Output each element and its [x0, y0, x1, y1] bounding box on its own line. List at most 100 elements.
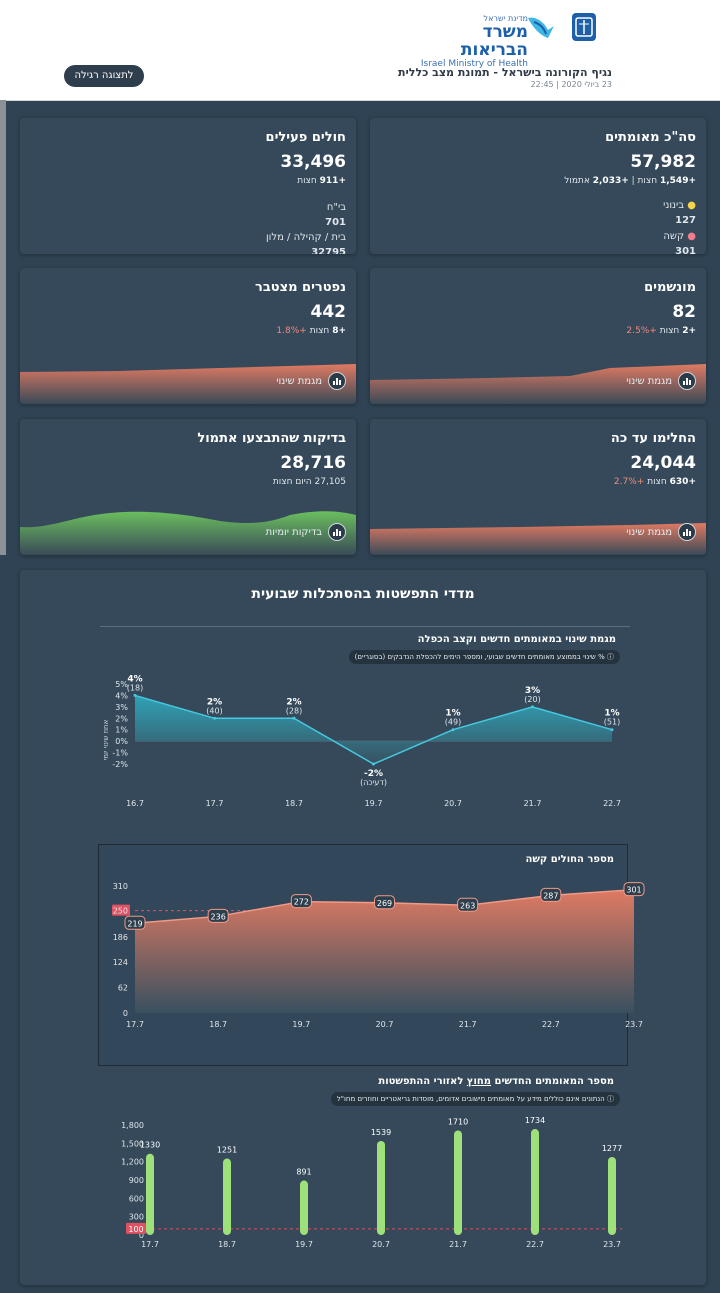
trend-button[interactable]: מגמת שינוי	[626, 523, 696, 541]
regular-view-button[interactable]: לתצוגה רגילה	[64, 65, 144, 87]
moderate-label: בינוני	[663, 200, 685, 211]
point-label: 3%	[525, 686, 540, 696]
x-tick-label: 23.7	[603, 1240, 621, 1249]
card-subtext: +1,549 חצות | +2,033 אתמול	[564, 176, 696, 186]
value-label: 287	[543, 891, 558, 900]
chart3-title-underline: מחוץ	[466, 1076, 492, 1087]
x-tick-label: 18.7	[285, 799, 303, 808]
point-label: -2%	[364, 769, 383, 779]
doubling-label: (20)	[524, 695, 540, 704]
bar-chart-icon	[328, 372, 346, 390]
threshold-badge	[126, 1222, 146, 1234]
card-title: נפטרים מצטבר	[255, 280, 346, 295]
doubling-label: (דעיכה)	[360, 778, 387, 787]
card-value: 33,496	[280, 152, 346, 172]
trend-button[interactable]: מגמת שינוי	[276, 372, 346, 390]
yesterday-label: אתמול	[564, 176, 590, 186]
bar-value-label: 1734	[525, 1116, 545, 1125]
logo-english-text: Israel Ministry of Health	[420, 59, 528, 69]
midnight-label: חצות	[659, 326, 680, 336]
chart1-info-text: % שינוי בממוצע מאומתים חדשים שבועי, ומספ…	[354, 653, 605, 661]
recovered-card: החלימו עד כה 24,044 +630 חצות +2.7% מגמת…	[370, 419, 706, 555]
weekly-spread-panel: מדדי התפשטות בהסתכלות שבועית מגמת שינוי …	[20, 570, 706, 1285]
deceased-card: נפטרים מצטבר 442 +8 חצות +1.8% מגמת שינו…	[20, 268, 356, 404]
threshold-badge	[112, 904, 130, 916]
ventilated-card: מונשמים 82 +2 חצות +2.5% מגמת שינוי	[370, 268, 706, 404]
doubling-label: (18)	[127, 683, 143, 692]
daily-tests-button[interactable]: בדיקות יומיות	[266, 523, 346, 541]
severe-value: 301	[675, 246, 696, 254]
doubling-label: (28)	[286, 706, 302, 715]
x-tick-label: 23.7	[625, 1020, 643, 1029]
x-tick-label: 18.7	[218, 1240, 236, 1249]
chart3-title-suffix: לאזורי ההתפשטות	[378, 1076, 467, 1087]
y-tick-label: 300	[129, 1213, 144, 1222]
value-label: 219	[127, 919, 142, 928]
total-confirmed-card: סה"כ מאומתים 57,982 +1,549 חצות | +2,033…	[370, 118, 706, 254]
severe-area	[135, 889, 634, 1013]
chart3-info: ⓘ הנתונים אינם כוללים מידע על מאומתים מי…	[330, 1092, 620, 1106]
y-tick-label: 250	[113, 907, 128, 916]
x-tick-label: 19.7	[292, 1020, 310, 1029]
card-title: מונשמים	[644, 280, 696, 295]
value-label-box	[623, 882, 645, 897]
midnight-delta: +630	[669, 477, 696, 487]
y-tick-label: 4%	[115, 691, 128, 700]
trend-area	[370, 364, 706, 404]
bar-chart-icon	[328, 523, 346, 541]
y-tick-label: 5%	[115, 680, 128, 689]
card-title: בדיקות שהתבצעו אתמול	[197, 431, 346, 446]
point-label: 1%	[604, 709, 619, 719]
midnight-delta: +2	[682, 326, 696, 336]
trend-button[interactable]: מגמת שינוי	[626, 372, 696, 390]
tests-area	[20, 511, 356, 555]
growth-area	[135, 695, 612, 764]
doubling-label: (49)	[445, 718, 461, 727]
x-tick-label: 17.7	[206, 799, 224, 808]
x-tick-label: 19.7	[295, 1240, 313, 1249]
value-label: 269	[377, 899, 392, 908]
y-tick-label: 0%	[115, 737, 128, 746]
y-tick-label: 2%	[115, 714, 128, 723]
bar	[300, 1180, 308, 1235]
chart1-ylabel: אחוז שינוי יומי	[102, 719, 110, 760]
value-label-box	[540, 887, 562, 902]
midnight-label: חצות	[297, 176, 317, 186]
trend-area	[20, 364, 356, 404]
point-label: 4%	[127, 674, 142, 684]
bar-value-label: 1539	[371, 1128, 391, 1137]
card-value: 442	[310, 302, 347, 322]
y-tick-label: -1%	[112, 749, 128, 758]
growth-trend-chart: אחוז שינוי יומי 5%4%3%2%1%0%-1%-2% 4%(18…	[102, 674, 621, 808]
bar	[223, 1158, 231, 1235]
value-label-box	[374, 895, 395, 910]
card-title: חולים פעילים	[265, 130, 346, 145]
value-label-box	[207, 908, 229, 923]
value-label: 236	[211, 912, 226, 921]
midnight-label: חצות	[647, 477, 667, 487]
y-tick-label: 310	[113, 882, 128, 891]
card-subtext: +2 חצות +2.5%	[626, 326, 696, 336]
trend-button-label: מגמת שינוי	[626, 375, 672, 387]
bar-chart-icon	[678, 372, 696, 390]
value-label-box	[290, 894, 312, 909]
moderate-dot-icon: ●	[687, 200, 696, 211]
y-tick-label: 1,800	[121, 1121, 144, 1130]
value-label: 272	[294, 898, 309, 907]
state-emblem-icon	[572, 13, 596, 41]
threshold-label: 100	[128, 1225, 143, 1234]
logo-main-text: משרד הבריאות	[460, 22, 528, 60]
x-tick-label: 17.7	[126, 1020, 144, 1029]
hospital-label: בי"ח	[326, 202, 346, 213]
chart2-title: מספר החולים קשה	[525, 854, 614, 865]
bar	[531, 1129, 539, 1235]
bar-value-label: 1251	[217, 1146, 237, 1155]
daily-tests-button-label: בדיקות יומיות	[265, 526, 322, 538]
y-tick-label: 124	[113, 958, 128, 967]
percent-change: +1.8%	[276, 326, 307, 336]
percent-change: +2.7%	[613, 477, 645, 487]
x-tick-label: 22.7	[542, 1020, 560, 1029]
midnight-label: חצות	[309, 326, 330, 336]
panel-title: מדדי התפשטות בהסתכלות שבועית	[251, 586, 475, 602]
